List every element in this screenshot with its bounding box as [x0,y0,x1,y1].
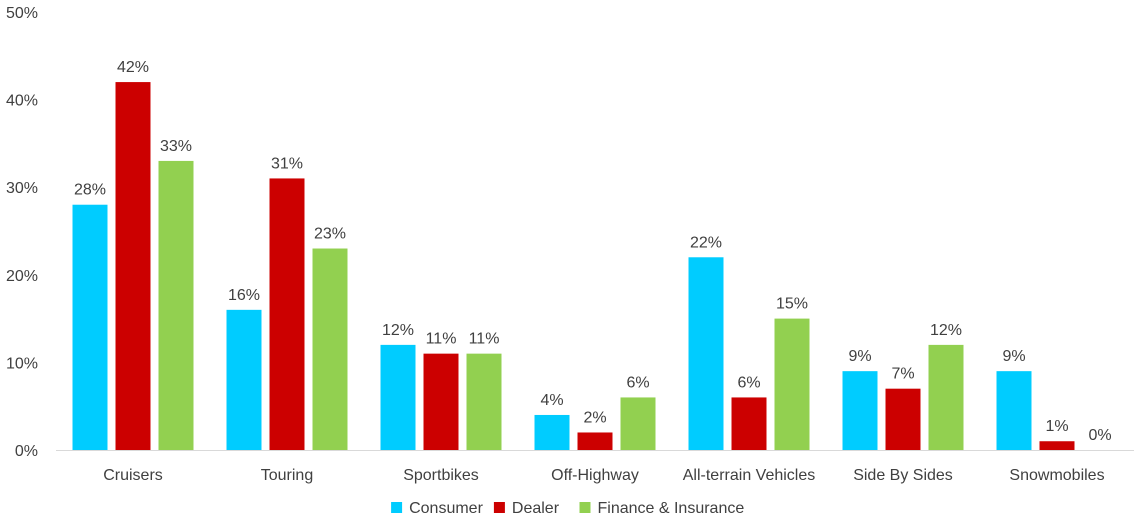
legend-label: Dealer [512,500,560,517]
data-label: 6% [737,374,760,391]
data-label: 23% [314,226,346,243]
y-tick-label: 10% [6,355,38,372]
data-label: 11% [469,331,500,348]
data-label: 9% [1002,348,1025,365]
y-axis: 0% 10% 20% 30% 40% 50% [6,5,38,460]
legend-item: Dealer [493,500,560,517]
bar [577,432,613,450]
data-label: 0% [1088,427,1111,444]
y-tick-label: 50% [6,5,38,22]
data-label: 11% [426,331,457,348]
data-label: 28% [74,182,106,199]
legend-item: Finance & Insurance [579,500,745,517]
bar [423,353,459,450]
data-label: 33% [160,138,192,155]
data-label: 9% [848,348,871,365]
legend-swatch [579,502,591,513]
bar [620,397,656,450]
bar [731,397,767,450]
legend-label: Consumer [409,500,483,517]
y-tick-label: 40% [6,93,38,110]
bar [534,414,570,450]
bars [72,82,1075,451]
data-label: 16% [228,287,260,304]
data-label: 2% [583,409,606,426]
legend-label: Finance & Insurance [598,500,745,517]
data-labels: 28% 42% 33% 16% 31% 23% 12% 11% 11% 4% 2% 6% 22% 6% 15… [74,59,1112,444]
x-tick-label: Snowmobiles [1009,467,1104,484]
y-tick-label: 30% [6,180,38,197]
y-tick-label: 20% [6,268,38,285]
x-tick-label: Touring [261,467,313,484]
x-tick-label: Off-Highway [551,467,639,484]
data-label: 7% [891,366,914,383]
data-label: 12% [930,322,962,339]
y-tick-label: 0% [15,443,38,460]
legend: Consumer Dealer Finance & Insurance [391,500,744,517]
bar [312,248,348,450]
bar [466,353,502,450]
x-tick-label: Sportbikes [403,467,479,484]
bar [226,309,262,450]
legend-swatch [391,502,403,513]
bar [928,344,964,450]
data-label: 6% [626,374,649,391]
data-label: 15% [776,296,808,313]
bar [885,388,921,450]
legend-item: Consumer [391,500,484,517]
x-tick-label: Cruisers [103,467,163,484]
data-label: 42% [117,59,149,76]
data-label: 1% [1045,418,1068,435]
bar [842,371,878,450]
bar [158,160,194,451]
data-label: 12% [382,322,414,339]
bar [774,318,810,450]
bar [115,82,151,450]
x-axis: Cruisers Touring Sportbikes Off-Highway All-… [103,467,1104,484]
data-label: 31% [271,155,303,172]
bar [72,204,108,450]
legend-swatch [493,502,505,513]
x-tick-label: All-terrain Vehicles [683,467,816,484]
bar [688,257,724,450]
bar [996,371,1032,450]
bar [1039,441,1075,450]
data-label: 22% [690,234,722,251]
bar [269,178,305,450]
bar [380,344,416,450]
x-tick-label: Side By Sides [853,467,953,484]
data-label: 4% [540,392,563,409]
